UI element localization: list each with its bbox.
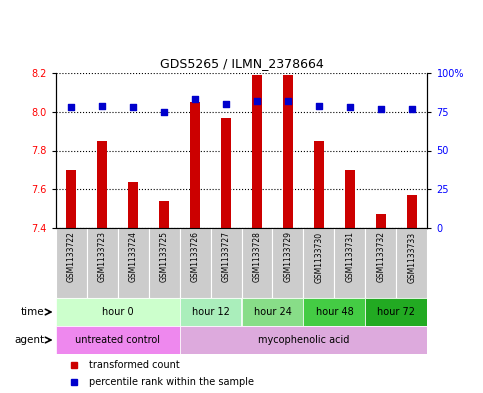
Bar xyxy=(86,228,117,298)
Bar xyxy=(283,75,293,228)
Text: GSM1133728: GSM1133728 xyxy=(253,231,261,283)
Bar xyxy=(180,228,211,298)
Text: GSM1133722: GSM1133722 xyxy=(67,231,75,283)
Bar xyxy=(221,118,231,228)
Text: agent: agent xyxy=(14,335,45,345)
Bar xyxy=(376,215,386,228)
Bar xyxy=(128,182,139,228)
Bar xyxy=(344,170,355,228)
Bar xyxy=(252,75,262,228)
Bar xyxy=(117,228,149,298)
Point xyxy=(346,104,354,110)
Bar xyxy=(56,326,180,354)
Point xyxy=(284,98,292,104)
Text: hour 24: hour 24 xyxy=(254,307,291,317)
Bar xyxy=(56,228,86,298)
Bar xyxy=(242,298,303,326)
Bar xyxy=(180,298,242,326)
Text: hour 48: hour 48 xyxy=(315,307,354,317)
Bar xyxy=(313,141,325,228)
Bar xyxy=(272,228,303,298)
Bar xyxy=(334,228,366,298)
Point xyxy=(222,101,230,107)
Bar xyxy=(97,141,107,228)
Bar xyxy=(149,228,180,298)
Point xyxy=(160,108,168,115)
Text: hour 72: hour 72 xyxy=(377,307,415,317)
Text: GSM1133730: GSM1133730 xyxy=(314,231,324,283)
Text: percentile rank within the sample: percentile rank within the sample xyxy=(89,377,254,387)
Point xyxy=(253,98,261,104)
Text: GSM1133724: GSM1133724 xyxy=(128,231,138,283)
Text: GSM1133731: GSM1133731 xyxy=(345,231,355,283)
Bar xyxy=(397,228,427,298)
Bar xyxy=(180,326,427,354)
Point xyxy=(315,103,323,109)
Text: GSM1133726: GSM1133726 xyxy=(190,231,199,283)
Bar xyxy=(56,298,180,326)
Text: untreated control: untreated control xyxy=(75,335,160,345)
Point xyxy=(129,104,137,110)
Bar xyxy=(158,201,170,228)
Text: GSM1133729: GSM1133729 xyxy=(284,231,293,283)
Text: GSM1133727: GSM1133727 xyxy=(222,231,230,283)
Text: mycophenolic acid: mycophenolic acid xyxy=(258,335,349,345)
Text: GSM1133725: GSM1133725 xyxy=(159,231,169,283)
Text: time: time xyxy=(21,307,45,317)
Text: GSM1133733: GSM1133733 xyxy=(408,231,416,283)
Bar xyxy=(66,170,76,228)
Bar xyxy=(190,102,200,228)
Point xyxy=(98,103,106,109)
Point xyxy=(377,105,385,112)
Bar xyxy=(242,228,272,298)
Bar xyxy=(211,228,242,298)
Title: GDS5265 / ILMN_2378664: GDS5265 / ILMN_2378664 xyxy=(159,57,324,70)
Point xyxy=(67,104,75,110)
Text: GSM1133723: GSM1133723 xyxy=(98,231,107,283)
Text: hour 0: hour 0 xyxy=(102,307,133,317)
Bar xyxy=(407,195,417,228)
Bar xyxy=(366,228,397,298)
Point xyxy=(191,96,199,103)
Bar xyxy=(303,298,366,326)
Text: hour 12: hour 12 xyxy=(192,307,229,317)
Text: GSM1133732: GSM1133732 xyxy=(376,231,385,283)
Point xyxy=(408,105,416,112)
Bar xyxy=(303,228,334,298)
Text: transformed count: transformed count xyxy=(89,360,180,370)
Bar xyxy=(366,298,427,326)
